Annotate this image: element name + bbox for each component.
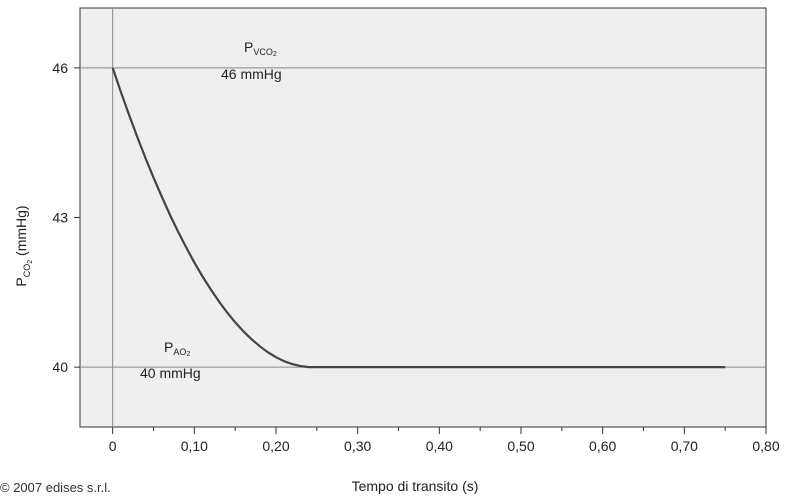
x-tick-label-5: 0,50 xyxy=(507,438,534,454)
pco2-curve xyxy=(111,67,726,369)
annotation-alveolar: PAO2 40 mmHg xyxy=(140,339,201,381)
y-tick-label-0: 40 xyxy=(52,359,68,375)
x-tick-label-3: 0,30 xyxy=(344,438,371,454)
x-tick-label-1: 0,10 xyxy=(181,438,208,454)
y-tick-label-1: 43 xyxy=(52,210,68,226)
plot-background xyxy=(79,7,767,428)
x-tick-label-4: 0,40 xyxy=(426,438,453,454)
copyright-note: © 2007 edises s.r.l. xyxy=(0,480,111,495)
y-axis-ticks: 40 43 46 xyxy=(52,60,80,375)
x-tick-label-8: 0,80 xyxy=(752,438,779,454)
x-tick-label-6: 0,60 xyxy=(589,438,616,454)
y-tick-label-2: 46 xyxy=(52,60,68,76)
x-tick-label-7: 0,70 xyxy=(671,438,698,454)
y-axis-title: PCO2 (mmHg) xyxy=(13,205,34,286)
x-axis-title: Tempo di transito (s) xyxy=(352,478,479,494)
annotation-venous-label: PVCO2 xyxy=(244,39,277,58)
x-tick-label-2: 0,20 xyxy=(262,438,289,454)
annotation-alveolar-value: 40 mmHg xyxy=(140,365,201,381)
annotation-venous: PVCO2 46 mmHg xyxy=(221,39,282,82)
x-axis-ticks: 0 0,10 0,20 0,30 0,40 0,50 0,60 0,70 0,80 xyxy=(109,427,780,454)
annotation-alveolar-label: PAO2 xyxy=(164,339,190,358)
annotation-venous-value: 46 mmHg xyxy=(221,66,282,82)
x-tick-label-0: 0 xyxy=(109,438,117,454)
